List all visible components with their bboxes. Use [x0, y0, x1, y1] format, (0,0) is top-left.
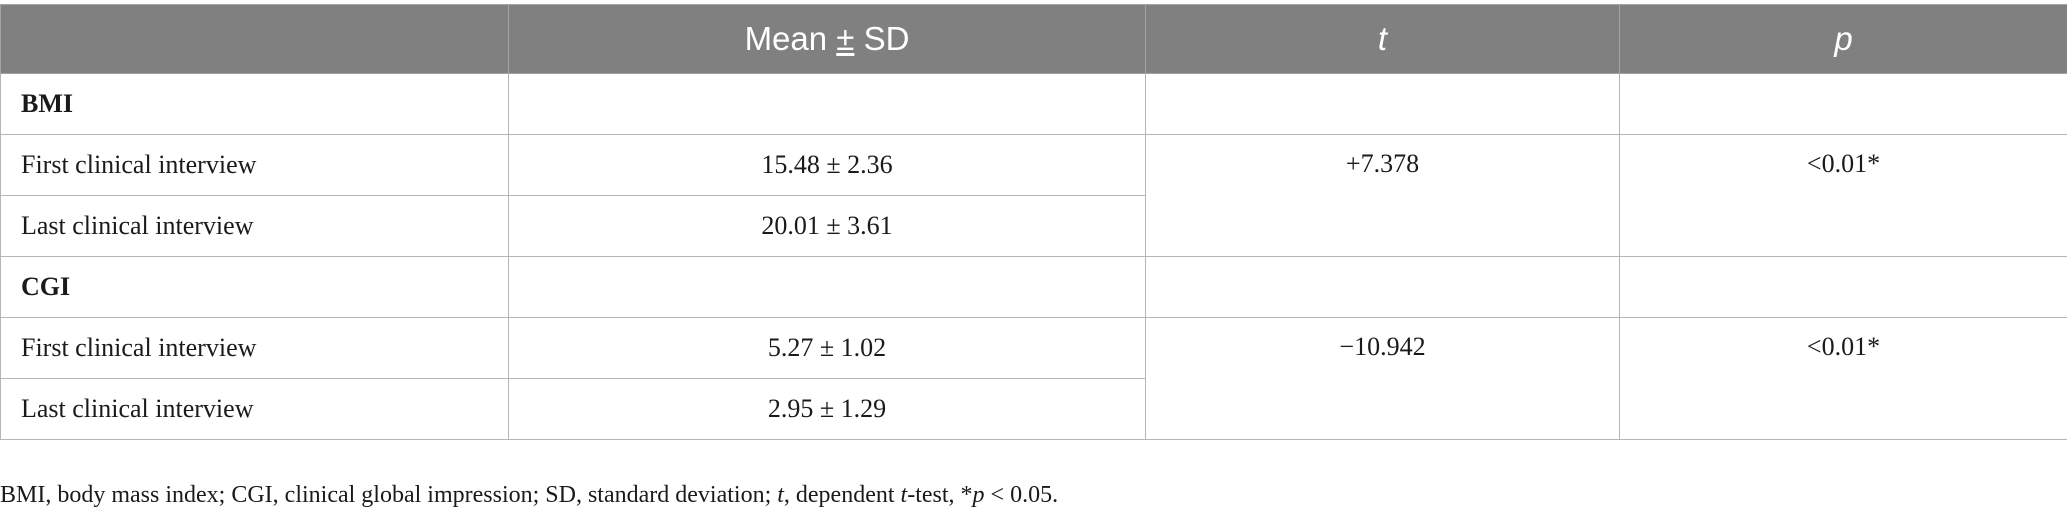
header-mean-sd: Mean ± SD [508, 4, 1146, 74]
header-sd-label: SD [854, 20, 910, 57]
p-value: <0.01* [1619, 134, 2067, 257]
empty-cell [1619, 73, 2067, 135]
mean-sd-value: 20.01 ± 3.61 [508, 195, 1146, 257]
footnote-text: BMI, body mass index; CGI, clinical glob… [0, 482, 778, 508]
footnote-t-symbol: t [900, 482, 908, 508]
footnote-text: , dependent [783, 482, 901, 508]
row-label: First clinical interview [0, 317, 509, 379]
table-row: First clinical interview 5.27 ± 1.02 −10… [0, 317, 2067, 440]
group-label-bmi: BMI [0, 73, 509, 135]
header-mean-label: Mean [744, 20, 837, 57]
empty-cell [1145, 256, 1620, 318]
table-footnote: BMI, body mass index; CGI, clinical glob… [0, 482, 1058, 509]
empty-cell [1145, 73, 1620, 135]
footnote-text: < 0.05. [984, 482, 1059, 508]
mean-sd-value: 5.27 ± 1.02 [508, 317, 1146, 379]
empty-cell [508, 256, 1146, 318]
group-row-bmi: BMI [0, 73, 2067, 135]
header-p: p [1619, 4, 2067, 74]
row-label: First clinical interview [0, 134, 509, 196]
table-row: Last clinical interview 20.01 ± 3.61 [0, 195, 2067, 257]
results-table: Mean ± SD t p BMI First clinical intervi… [0, 4, 2067, 440]
footnote-text: -test, * [907, 482, 973, 508]
header-empty-cell [0, 4, 509, 74]
header-row: Mean ± SD t p [0, 4, 2067, 74]
footnote-p-symbol: p [972, 482, 985, 508]
group-label-cgi: CGI [0, 256, 509, 318]
footnote-t-symbol: t [777, 482, 784, 508]
mean-sd-value: 2.95 ± 1.29 [508, 378, 1146, 440]
header-t: t [1145, 4, 1620, 74]
table-row: Last clinical interview 2.95 ± 1.29 [0, 378, 2067, 440]
empty-cell [508, 73, 1146, 135]
p-value: <0.01* [1619, 317, 2067, 440]
mean-sd-value: 15.48 ± 2.36 [508, 134, 1146, 196]
empty-cell [1619, 256, 2067, 318]
t-value: +7.378 [1145, 134, 1620, 257]
group-row-cgi: CGI [0, 256, 2067, 318]
t-value: −10.942 [1145, 317, 1620, 440]
row-label: Last clinical interview [0, 195, 509, 257]
header-plus-minus: ± [836, 20, 855, 57]
table-row: First clinical interview 15.48 ± 2.36 +7… [0, 134, 2067, 257]
row-label: Last clinical interview [0, 378, 509, 440]
